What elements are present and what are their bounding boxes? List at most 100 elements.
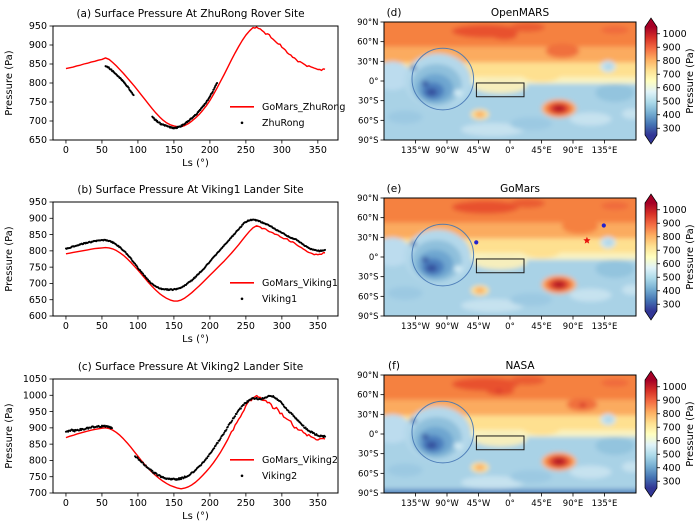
map-title-d: OpenMARS [491,7,550,19]
contour-band [384,46,636,63]
data-point [151,469,154,472]
x-axis-label: Ls (°) [182,511,209,522]
contour-band [384,399,636,416]
lon-tick-label: 90°W [435,146,459,156]
y-tick-label: 950 [29,21,47,32]
legend-label: ZhuRong [262,118,305,129]
x-tick-label: 150 [165,498,183,509]
y-tick-label: 900 [29,213,47,224]
colorbar-tick-label: 1000 [663,382,687,393]
data-point [291,413,294,416]
series-viking2-dots [64,394,327,481]
data-point [127,86,130,89]
contour-blob [387,463,423,477]
legend-entry-gomars-viking2: GoMars_Viking2 [230,455,338,466]
y-tick-label: 950 [29,197,47,208]
data-point [130,258,133,261]
lat-tick-label: 0° [369,77,379,87]
legend-entry-gomars-zhurong: GoMars_ZhuRong [230,102,345,113]
map-d-svg: (d) OpenMARS 135°W 90°W 45°W 0° 45°E 90°E 135°E 9… [357,7,696,156]
colorbar-tick-label: 300 [663,476,681,487]
y-tick-label: 750 [29,262,47,273]
plot-area [52,378,339,494]
contour-blob [426,264,438,273]
contour-blob [454,442,463,450]
contour-blob [454,265,463,273]
legend-dot-sample [240,474,244,478]
x-tick-label: 50 [96,321,108,332]
data-point [214,444,217,447]
data-point [203,104,206,107]
colorbar-outline [644,17,658,145]
lon-tick-label: 90°E [563,322,583,332]
colorbar-top-arrow [645,371,657,380]
data-point [287,409,290,412]
lat-tick-label: 60°S [358,116,378,126]
x-tick-label: 50 [96,145,108,156]
lat-tick-label: 60°N [357,38,378,48]
colorbar-tick-label: 800 [663,232,681,243]
lon-tick-label: 45°W [467,322,491,332]
x-tick-label: 250 [237,145,255,156]
contour-blob [473,255,527,270]
colorbar-tick-label: 700 [663,69,681,80]
lon-tick-label: 45°W [467,146,491,156]
data-point [226,425,229,428]
contour-blob [520,239,563,259]
contour-blob [595,436,635,455]
x-tick-label: 200 [201,145,219,156]
data-point [245,401,248,404]
lat-tick-label: 30°S [358,273,378,283]
contour-blob [622,284,636,296]
x-tick-label: 50 [96,498,108,509]
data-point [302,424,305,427]
legend-label: GoMars_Viking1 [262,278,338,289]
legend-label: GoMars_Viking2 [262,455,338,466]
x-tick-label: 350 [309,321,327,332]
region-rectangle-annotation [475,82,525,98]
contour-blob [605,63,613,70]
data-point [155,472,158,475]
colorbar-tick-label: 900 [663,395,681,406]
y-tick-label: 800 [29,456,47,467]
legend-label: GoMars_ZhuRong [262,102,345,113]
lat-tick-label: 60°N [357,214,378,224]
legend-entry-viking2: Viking2 [240,471,297,482]
lon-tick-label: 90°W [435,499,459,509]
contour-blob [569,288,612,302]
contour-blob [554,281,564,288]
chart-a-svg: (a) Surface Pressure At ZhuRong Rover Si… [4,8,345,169]
panel-e-gomars-map: (e) GoMars 135°W 90°W 45°W 0° 45°E 90°E 135°E 90°… [350,176,700,353]
x-tick-label: 200 [201,321,219,332]
lon-tick-label: 0° [505,322,515,332]
legend-label: Viking2 [262,471,297,482]
data-point [213,447,216,450]
contour-blob [561,218,599,235]
lat-tick-label: 0° [369,430,379,440]
panel-b-viking1-chart: (b) Surface Pressure At Viking1 Lander S… [0,176,350,353]
x-tick-label: 150 [165,321,183,332]
y-tick-label: 700 [29,279,47,290]
contour-blob [601,25,629,34]
map-title-e: GoMars [500,183,540,195]
colorbar-label: Pressure (Pa) [685,224,696,289]
contour-blob [595,83,635,102]
x-axis-label: Ls (°) [182,158,209,169]
contour-blob [510,117,552,131]
data-point [111,427,114,430]
y-tick-label: 600 [29,311,47,322]
tharsis-ellipse-annotation [411,47,475,111]
x-tick-label: 300 [273,321,291,332]
lon-tick-label: 0° [505,146,515,156]
map-f-svg: (f) NASA 135°W 90°W 45°W 0° 45°E 90°E 135°E 90°N 6… [357,360,696,509]
contour-blob [595,259,635,278]
lat-tick-label: 30°N [357,410,378,420]
data-point [231,419,234,422]
data-point [285,407,288,410]
colorbar-tick-label: 900 [663,218,681,229]
colorbar-tick-label: 800 [663,409,681,420]
panel-a-zhurong-chart: (a) Surface Pressure At ZhuRong Rover Si… [0,0,350,176]
lat-tick-label: 30°N [357,57,378,67]
x-tick-label: 300 [273,498,291,509]
colorbar-tick-label: 700 [663,245,681,256]
